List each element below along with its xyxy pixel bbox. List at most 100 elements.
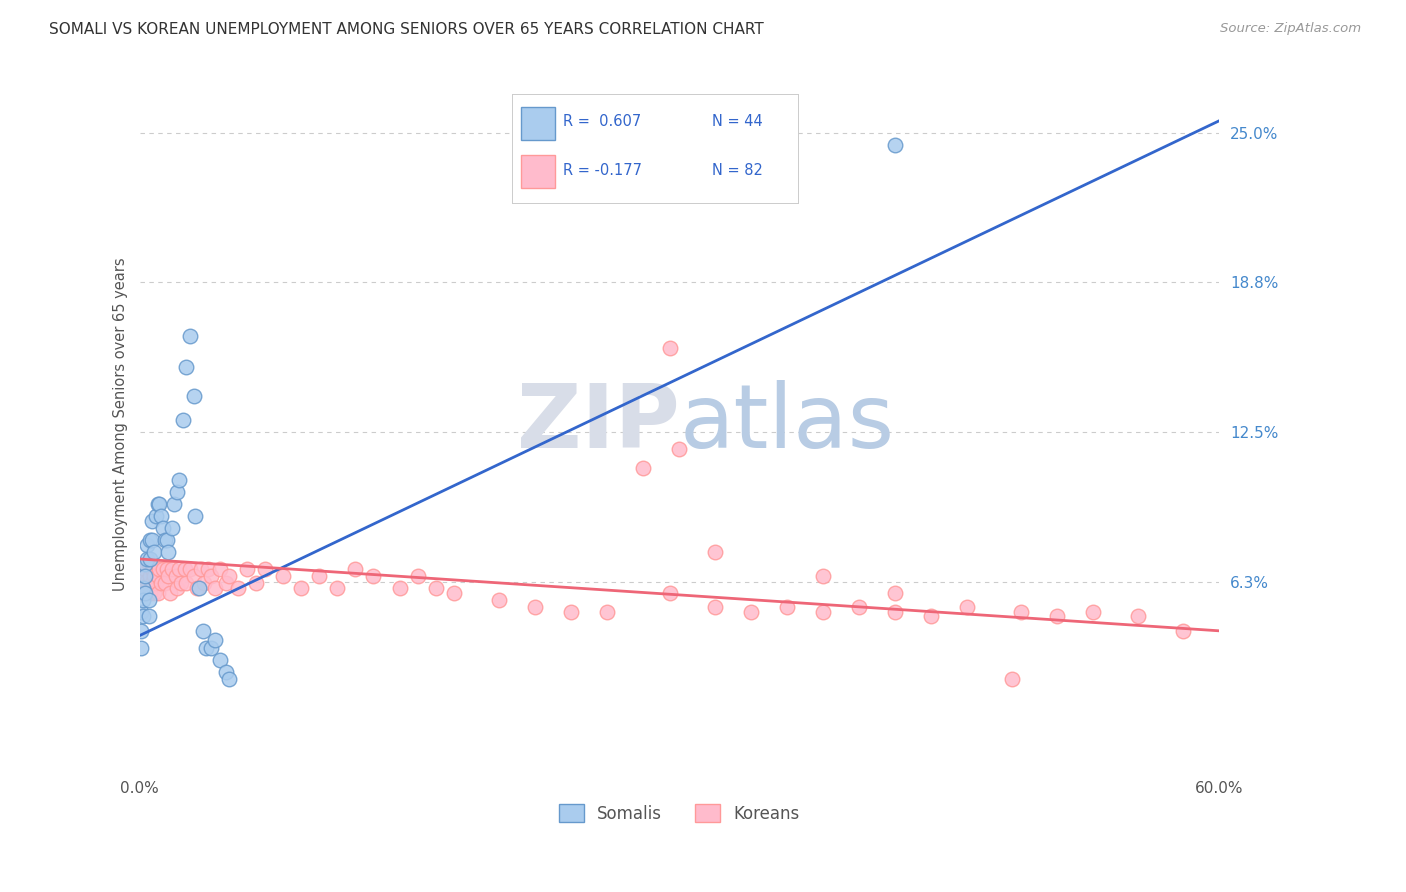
Point <box>141 514 163 528</box>
Point <box>488 592 510 607</box>
Point <box>183 568 205 582</box>
Point <box>184 508 207 523</box>
Point <box>153 576 176 591</box>
Point <box>813 568 835 582</box>
Point <box>157 545 180 559</box>
Point <box>524 599 547 614</box>
Text: ZIP: ZIP <box>516 380 679 467</box>
Point <box>290 581 312 595</box>
Point <box>209 652 232 666</box>
Point <box>152 561 174 575</box>
Point <box>326 581 349 595</box>
Point <box>146 568 169 582</box>
Point <box>131 581 153 595</box>
Point <box>134 585 156 599</box>
Point <box>236 561 259 575</box>
Point <box>138 592 160 607</box>
Point <box>131 605 153 619</box>
Point <box>135 574 157 588</box>
Point <box>1126 609 1149 624</box>
Point <box>560 605 582 619</box>
Point <box>776 599 799 614</box>
Point <box>363 568 385 582</box>
Point <box>155 561 177 575</box>
Point <box>132 581 155 595</box>
Point <box>204 633 226 648</box>
Point <box>228 581 250 595</box>
Point <box>215 665 238 679</box>
Point <box>142 585 165 599</box>
Point <box>131 624 153 638</box>
Point <box>443 585 465 599</box>
Point <box>183 389 205 403</box>
Point <box>704 599 727 614</box>
Point <box>195 640 218 655</box>
Point <box>884 585 907 599</box>
Point <box>172 413 194 427</box>
Point <box>884 605 907 619</box>
Point <box>138 557 160 571</box>
Point <box>1081 605 1104 619</box>
Text: Source: ZipAtlas.com: Source: ZipAtlas.com <box>1220 22 1361 36</box>
Point <box>215 576 238 591</box>
Point <box>132 585 155 599</box>
Point <box>740 605 762 619</box>
Point <box>160 561 183 575</box>
Point <box>668 442 690 456</box>
Point <box>204 581 226 595</box>
Point <box>179 561 201 575</box>
Point <box>245 576 267 591</box>
Y-axis label: Unemployment Among Seniors over 65 years: Unemployment Among Seniors over 65 years <box>114 257 128 591</box>
Point <box>179 329 201 343</box>
Point <box>145 576 167 591</box>
Point <box>142 545 165 559</box>
Point <box>132 568 155 582</box>
Point <box>157 568 180 582</box>
Point <box>704 545 727 559</box>
Point <box>197 561 219 575</box>
Point <box>425 581 447 595</box>
Point <box>596 605 619 619</box>
Point <box>191 624 214 638</box>
Point <box>134 557 156 571</box>
Point <box>132 592 155 607</box>
Point <box>408 568 430 582</box>
Text: atlas: atlas <box>679 380 894 467</box>
Point <box>142 568 165 582</box>
Point <box>135 552 157 566</box>
Point <box>139 533 162 547</box>
Point <box>134 568 156 582</box>
Point <box>131 640 153 655</box>
Point <box>344 561 367 575</box>
Point <box>141 533 163 547</box>
Point <box>659 341 682 355</box>
Point <box>1046 609 1069 624</box>
Point <box>148 497 170 511</box>
Point <box>200 640 222 655</box>
Point <box>167 473 190 487</box>
Point <box>308 568 330 582</box>
Point <box>141 576 163 591</box>
Point <box>1010 605 1032 619</box>
Point <box>159 585 181 599</box>
Point <box>134 561 156 575</box>
Point <box>218 672 240 686</box>
Point <box>132 609 155 624</box>
Point <box>187 581 209 595</box>
Point <box>166 581 188 595</box>
Point <box>173 561 195 575</box>
Point <box>150 576 173 591</box>
Point <box>152 521 174 535</box>
Point <box>659 585 682 599</box>
Point <box>273 568 295 582</box>
Point <box>848 599 870 614</box>
Point <box>163 497 186 511</box>
Point <box>176 360 198 375</box>
Point <box>176 576 198 591</box>
Point <box>633 461 655 475</box>
Point <box>1001 672 1024 686</box>
Point <box>146 497 169 511</box>
Text: SOMALI VS KOREAN UNEMPLOYMENT AMONG SENIORS OVER 65 YEARS CORRELATION CHART: SOMALI VS KOREAN UNEMPLOYMENT AMONG SENI… <box>49 22 763 37</box>
Point <box>167 561 190 575</box>
Point <box>956 599 979 614</box>
